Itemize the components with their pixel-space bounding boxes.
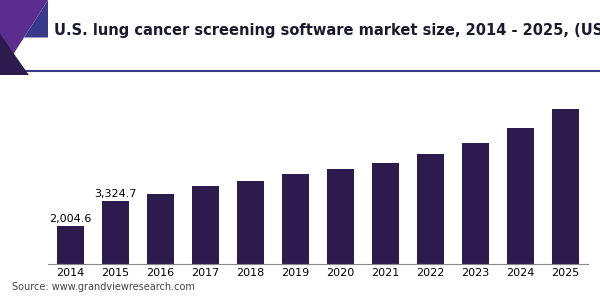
Bar — [102, 201, 129, 264]
Polygon shape — [24, 0, 48, 38]
Text: U.S. lung cancer screening software market size, 2014 - 2025, (USD Thousand): U.S. lung cancer screening software mark… — [54, 22, 600, 38]
Bar — [327, 169, 354, 264]
Bar — [462, 143, 489, 264]
Bar — [147, 194, 174, 264]
Bar — [237, 181, 264, 264]
Bar — [507, 128, 534, 264]
Bar — [282, 174, 309, 264]
Text: 3,324.7: 3,324.7 — [94, 189, 137, 199]
Polygon shape — [0, 34, 29, 75]
Bar — [57, 226, 84, 264]
Bar — [372, 163, 399, 264]
Bar — [192, 186, 219, 264]
Text: 2,004.6: 2,004.6 — [49, 214, 92, 224]
Bar — [552, 109, 579, 264]
Polygon shape — [0, 0, 48, 75]
Bar — [417, 154, 444, 264]
Text: Source: www.grandviewresearch.com: Source: www.grandviewresearch.com — [12, 283, 195, 292]
